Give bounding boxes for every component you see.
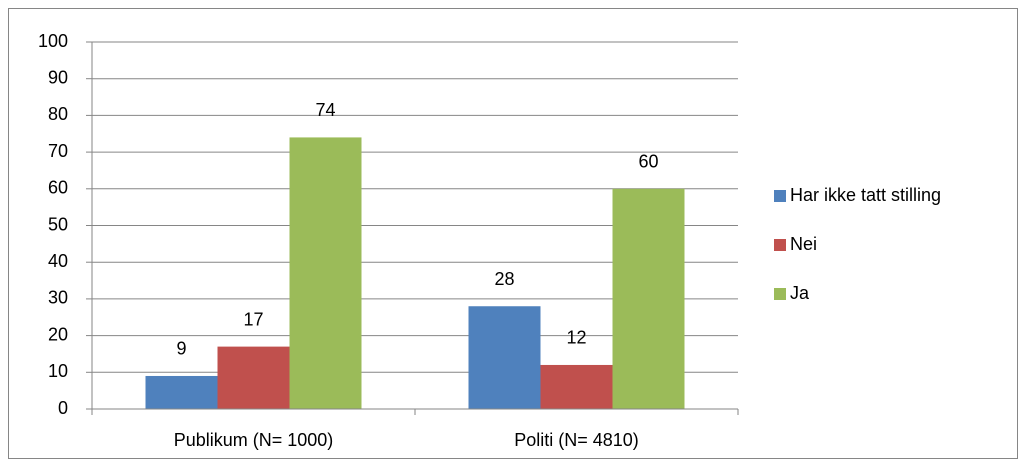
y-tick-label: 90 — [48, 67, 68, 87]
bar — [145, 375, 218, 409]
bar — [289, 137, 362, 410]
y-tick-label: 80 — [48, 104, 68, 124]
x-tick-label: Politi (N= 4810) — [514, 430, 639, 450]
data-label: 28 — [494, 269, 514, 289]
y-tick-label: 50 — [48, 214, 68, 234]
data-label: 9 — [176, 339, 186, 359]
legend-label: Ja — [790, 283, 810, 303]
y-tick-label: 0 — [58, 398, 68, 418]
bar — [540, 364, 613, 409]
data-label: 12 — [566, 328, 586, 348]
bar — [612, 188, 685, 409]
y-tick-label: 70 — [48, 141, 68, 161]
bar — [217, 346, 290, 409]
legend-swatch — [774, 288, 786, 300]
y-tick-label: 100 — [38, 31, 68, 51]
data-label: 17 — [243, 309, 263, 329]
y-tick-label: 60 — [48, 178, 68, 198]
bar — [468, 306, 541, 409]
legend-swatch — [774, 239, 786, 251]
legend-label: Nei — [790, 234, 817, 254]
x-tick-label: Publikum (N= 1000) — [174, 430, 334, 450]
data-label: 60 — [638, 152, 658, 172]
y-tick-label: 40 — [48, 251, 68, 271]
y-tick-label: 10 — [48, 361, 68, 381]
y-tick-label: 20 — [48, 324, 68, 344]
y-tick-label: 30 — [48, 288, 68, 308]
legend-label: Har ikke tatt stilling — [790, 185, 941, 205]
data-label: 74 — [315, 100, 335, 120]
legend-swatch — [774, 190, 786, 202]
